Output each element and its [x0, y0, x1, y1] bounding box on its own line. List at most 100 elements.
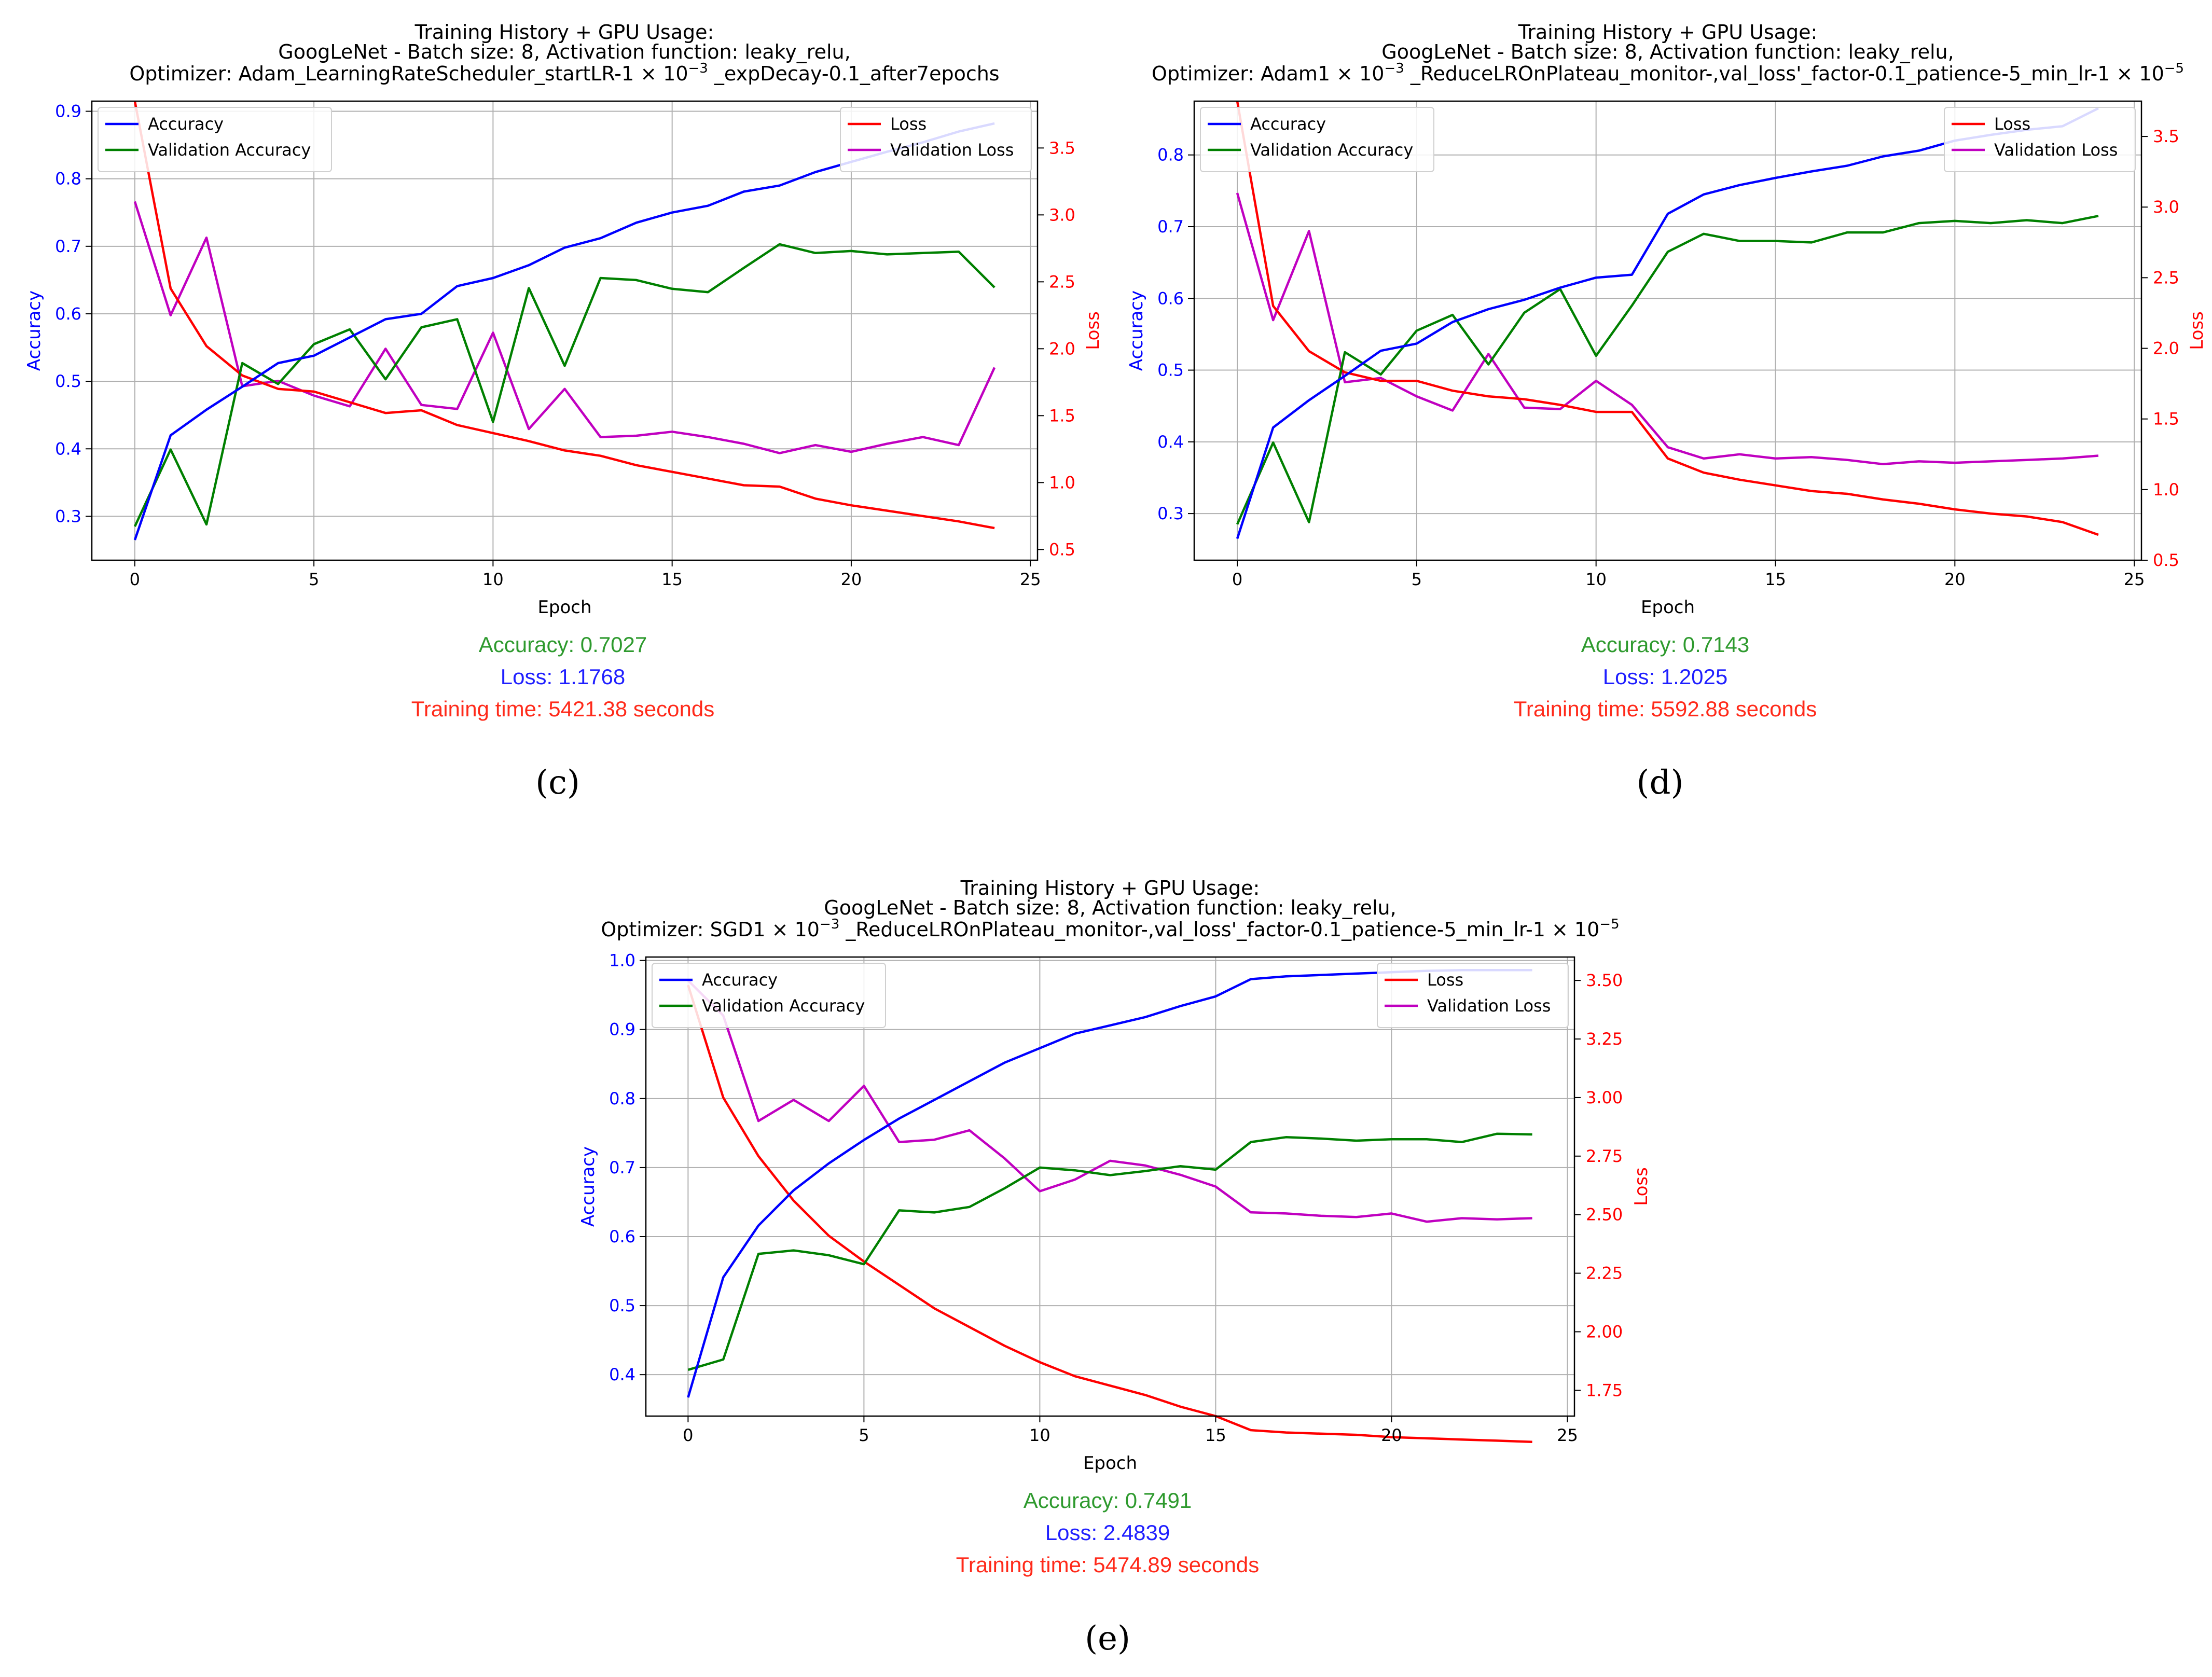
metric-training-time: Training time: 5474.89 seconds — [956, 1553, 1259, 1577]
legend-box — [1944, 107, 2136, 172]
x-tick-label: 0 — [1232, 570, 1242, 589]
x-tick-label: 10 — [1585, 570, 1607, 589]
y2-tick-label: 2.25 — [1586, 1264, 1623, 1283]
x-tick-label: 25 — [1020, 570, 1041, 589]
x-axis-label: Epoch — [1641, 597, 1695, 618]
y2-tick-label: 3.50 — [1586, 971, 1623, 990]
x-tick-label: 25 — [2124, 570, 2145, 589]
y-tick-label: 0.7 — [609, 1158, 635, 1177]
x-tick-label: 20 — [841, 570, 862, 589]
x-tick-label: 20 — [1381, 1425, 1402, 1445]
y2-axis-label: Loss — [1631, 1167, 1652, 1206]
y2-tick-label: 3.00 — [1586, 1088, 1623, 1107]
x-tick-label: 5 — [1412, 570, 1422, 589]
metric-training-time: Training time: 5421.38 seconds — [411, 697, 714, 721]
series-line-validation-loss — [133, 201, 996, 454]
x-tick-label: 15 — [1765, 570, 1786, 589]
y2-axis-label: Loss — [2187, 311, 2207, 350]
x-tick-label: 0 — [683, 1425, 693, 1445]
y2-tick-label: 0.5 — [1049, 539, 1075, 559]
metric-loss: Loss: 1.2025 — [1603, 664, 1728, 689]
y-tick-label: 0.8 — [1157, 145, 1184, 165]
y-axis-label: Accuracy — [24, 290, 45, 371]
legend-box — [98, 107, 332, 172]
y-tick-label: 0.3 — [1157, 504, 1184, 523]
y-tick-label: 0.6 — [55, 304, 81, 324]
legend: Accuracy Validation Accuracy — [1200, 107, 1434, 172]
legend-entry: Validation Accuracy — [148, 140, 311, 160]
legend-entry: Loss — [1994, 114, 2030, 134]
y2-axis-label: Loss — [1083, 311, 1103, 350]
metric-loss: Loss: 1.1768 — [501, 664, 626, 689]
chart-title-line-3: Optimizer: SGD1 × 10−3 _ReduceLROnPlatea… — [601, 917, 1619, 941]
series-line-validation-accuracy — [687, 1132, 1532, 1371]
chart-title-line-2: GoogLeNet - Batch size: 8, Activation fu… — [278, 40, 850, 63]
panel-label: (e) — [1085, 1619, 1130, 1658]
legend-box — [840, 107, 1032, 172]
metric-accuracy: Accuracy: 0.7491 — [1024, 1488, 1192, 1513]
y2-tick-label: 2.5 — [2153, 268, 2179, 287]
plot-frame — [91, 100, 1039, 561]
y-tick-label: 1.0 — [609, 951, 635, 971]
chart-title-line-1: Training History + GPU Usage: — [414, 21, 714, 44]
y2-tick-label: 2.0 — [2153, 339, 2179, 358]
legend: Loss Validation Loss — [1944, 107, 2136, 172]
series-line-accuracy — [133, 122, 995, 540]
x-tick-label: 10 — [482, 570, 504, 589]
y-axis-label: Accuracy — [1126, 290, 1147, 371]
metric-accuracy: Accuracy: 0.7027 — [479, 632, 647, 657]
y-tick-label: 0.8 — [55, 169, 81, 189]
y-tick-label: 0.9 — [55, 102, 81, 121]
plot-frame — [645, 956, 1575, 1417]
x-tick-label: 0 — [130, 570, 140, 589]
y2-tick-label: 3.25 — [1586, 1029, 1623, 1049]
y2-tick-label: 1.75 — [1586, 1380, 1623, 1400]
legend-entry: Accuracy — [1250, 114, 1326, 134]
legend-entry: Validation Loss — [890, 140, 1014, 160]
series-line-validation-loss — [1236, 192, 2099, 466]
chart-panel-c: Training History + GPU Usage:GoogLeNet -… — [24, 21, 1103, 802]
y-tick-label: 0.5 — [609, 1296, 635, 1315]
y-tick-label: 0.3 — [55, 506, 81, 526]
y-tick-label: 0.7 — [1157, 217, 1184, 237]
y2-tick-label: 2.5 — [1049, 272, 1075, 292]
metric-loss: Loss: 2.4839 — [1045, 1520, 1170, 1545]
y2-tick-label: 1.0 — [2153, 480, 2179, 500]
chart-panel-d: Training History + GPU Usage:GoogLeNet -… — [1126, 21, 2207, 802]
chart-title-line-2: GoogLeNet - Batch size: 8, Activation fu… — [824, 896, 1396, 919]
chart-panel-e: Training History + GPU Usage:GoogLeNet -… — [578, 877, 1652, 1658]
y-tick-label: 0.6 — [1157, 288, 1184, 308]
y-tick-label: 0.5 — [1157, 361, 1184, 380]
y2-tick-label: 3.0 — [1049, 205, 1075, 225]
legend-entry: Validation Accuracy — [702, 996, 865, 1016]
chart-title-line-1: Training History + GPU Usage: — [960, 877, 1260, 899]
y2-tick-label: 2.0 — [1049, 339, 1075, 358]
y-tick-label: 0.7 — [55, 237, 81, 256]
y2-tick-label: 3.0 — [2153, 197, 2179, 217]
legend: Loss Validation Loss — [840, 107, 1032, 172]
y-tick-label: 0.9 — [609, 1020, 635, 1040]
series-line-validation-accuracy — [1236, 215, 2099, 525]
series-line-validation-accuracy — [133, 243, 996, 527]
y-axis-label: Accuracy — [578, 1146, 599, 1227]
legend-box — [1377, 963, 1569, 1028]
y-tick-label: 0.5 — [55, 371, 81, 391]
legend: Accuracy Validation Accuracy — [652, 963, 886, 1028]
chart-title-line-2: GoogLeNet - Batch size: 8, Activation fu… — [1381, 40, 1954, 63]
x-tick-label: 15 — [661, 570, 683, 589]
y2-tick-label: 1.5 — [1049, 406, 1075, 425]
series-line-loss — [133, 101, 995, 530]
y-tick-label: 0.8 — [609, 1089, 635, 1108]
chart-title-line-3: Optimizer: Adam1 × 10−3 _ReduceLROnPlate… — [1152, 61, 2184, 85]
x-tick-label: 25 — [1557, 1425, 1578, 1445]
metric-accuracy: Accuracy: 0.7143 — [1581, 632, 1750, 657]
x-tick-label: 10 — [1029, 1425, 1050, 1445]
x-axis-label: Epoch — [1083, 1453, 1137, 1474]
y2-tick-label: 2.75 — [1586, 1146, 1623, 1166]
y2-tick-label: 1.0 — [1049, 473, 1075, 492]
legend-entry: Accuracy — [702, 970, 778, 990]
legend-entry: Loss — [1427, 970, 1463, 990]
chart-title-line-1: Training History + GPU Usage: — [1518, 21, 1818, 44]
y2-tick-label: 2.00 — [1586, 1322, 1623, 1341]
x-tick-label: 15 — [1205, 1425, 1226, 1445]
